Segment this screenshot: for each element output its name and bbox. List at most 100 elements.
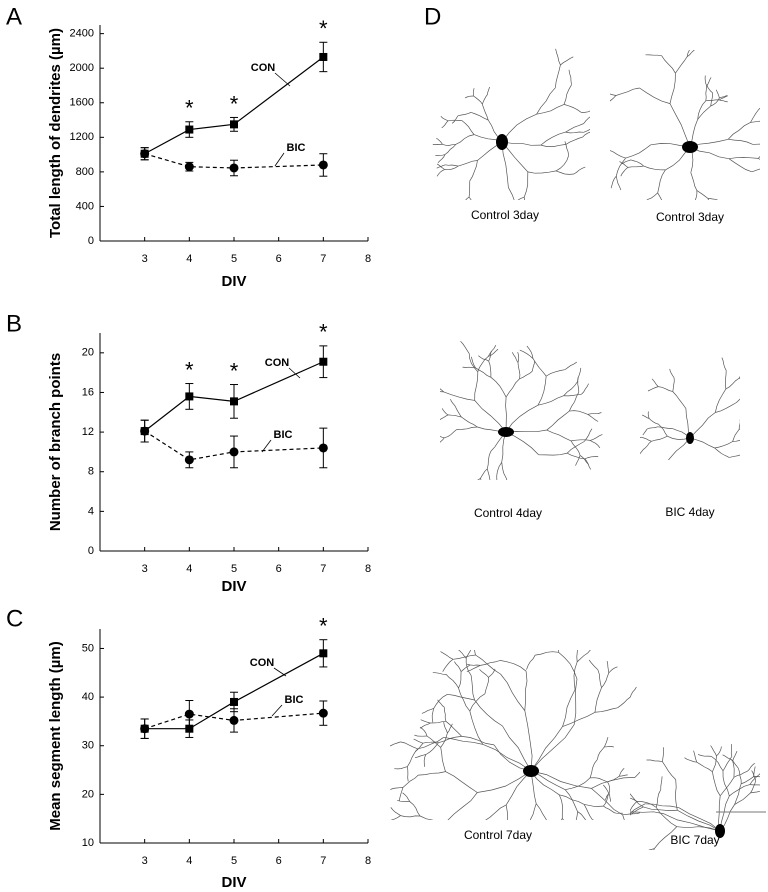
dendrite [732,429,740,442]
series-line [144,652,324,730]
dendrite [712,771,721,796]
dendrite [607,775,620,783]
dendrite [414,754,426,759]
x-tick-label: 4 [186,563,192,575]
dendrite [447,821,450,851]
dendrite [555,155,569,172]
dendrite [590,777,608,783]
dendrite [625,144,651,159]
y-tick-label: 1600 [70,97,94,109]
dendrite [517,196,525,200]
dendrite [678,807,721,832]
marker [229,715,239,725]
dendrite [592,819,595,820]
dendrite [710,97,720,107]
y-tick-label: 16 [82,386,94,398]
dendrite [486,468,491,480]
dendrite [645,803,680,809]
dendrite [480,468,488,479]
dendrite [563,833,575,834]
dendrite [540,144,566,147]
dendrite [584,458,592,470]
dendrite [505,770,532,806]
dendrite [497,481,504,493]
dendrite [453,654,476,660]
dendrite [414,734,427,737]
dendrite [450,836,458,839]
dendrite [616,857,625,863]
soma [682,141,698,153]
dendrite [590,434,603,441]
dendrite [465,196,470,200]
x-tick-label: 6 [276,855,282,867]
dendrite [619,161,629,168]
dendrite [745,435,752,439]
dendrite [582,839,590,840]
series-line [144,361,324,432]
dendrite [651,435,668,442]
dendrite [454,406,462,418]
dendrite [732,439,740,442]
dendrite [469,693,486,712]
dendrite [645,54,662,57]
dendrite [461,846,462,856]
x-tick-label: 6 [276,563,282,575]
dendrite [618,768,625,777]
dendrite [629,686,637,698]
dendrite [565,131,584,134]
x-tick-label: 3 [142,855,148,867]
dendrite [502,725,532,772]
dendrite [627,165,644,168]
dendrite [568,392,580,412]
dendrite [567,452,586,460]
y-tick-label: 0 [88,235,94,247]
neuron [610,50,760,200]
neuron [390,650,647,866]
dendrite [716,746,722,757]
x-tick-label: 4 [186,855,192,867]
dendrite [657,169,666,193]
dendrite [758,158,760,160]
dendrite [630,806,644,816]
dendrite [750,779,757,794]
dendrite [442,658,454,672]
dendrite [587,412,602,415]
dendrite [655,466,664,492]
dendrite [536,236,553,238]
dendrite [630,803,646,815]
dendrite [739,428,740,430]
dendrite [563,843,570,848]
dendrite [567,441,585,454]
dendrite [615,175,622,191]
dendrite [573,661,578,690]
dendrite [710,92,713,107]
dendrite [394,766,408,770]
dendrite [642,428,648,436]
marker [229,447,239,457]
x-tick-label: 7 [320,563,326,575]
significance-mark: * [230,358,239,383]
dendrite [581,110,590,113]
dendrite [672,377,675,392]
dendrite [562,711,596,727]
dendrite [591,777,636,789]
dendrite [445,674,459,689]
dendrite [643,854,647,866]
dendrite [706,77,712,87]
series-label: BIC [285,694,304,706]
dendrite [524,710,533,772]
dendrite [546,369,565,377]
x-tick-label: 8 [365,563,371,575]
dendrite [614,820,623,835]
dendrite [696,761,713,773]
dendrite [540,131,566,146]
dendrite [715,388,727,413]
dendrite [505,404,539,433]
dendrite [477,356,489,372]
significance-mark: * [319,614,328,639]
dendrite [669,73,676,104]
dendrite [636,801,657,808]
dendrite [750,120,760,123]
dendrite [533,848,542,855]
